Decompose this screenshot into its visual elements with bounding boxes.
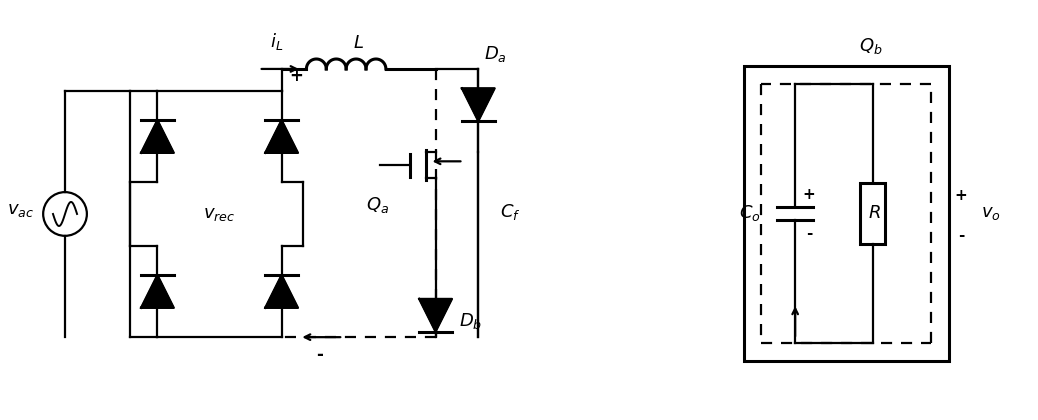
Text: $Q_a$: $Q_a$ (366, 195, 389, 215)
Text: -: - (316, 346, 323, 364)
Text: $i_L$: $i_L$ (270, 31, 283, 52)
Bar (743, 66, 949, 361)
Text: $L$: $L$ (353, 34, 363, 52)
Polygon shape (419, 299, 452, 332)
Text: $Q_b$: $Q_b$ (859, 36, 883, 56)
Text: +: + (955, 188, 967, 203)
Polygon shape (265, 275, 298, 308)
Text: $v_{rec}$: $v_{rec}$ (202, 205, 236, 223)
Text: -: - (805, 226, 813, 241)
Text: $C_o$: $C_o$ (739, 203, 760, 223)
Polygon shape (462, 88, 495, 121)
Polygon shape (265, 120, 298, 153)
Polygon shape (141, 275, 173, 308)
Text: $v_{ac}$: $v_{ac}$ (7, 201, 34, 219)
Text: +: + (802, 187, 816, 202)
Polygon shape (141, 120, 173, 153)
Text: $D_a$: $D_a$ (485, 44, 507, 64)
Text: +: + (290, 67, 303, 85)
Text: -: - (958, 228, 964, 243)
Text: $D_b$: $D_b$ (460, 311, 483, 331)
Text: $C_f$: $C_f$ (500, 202, 521, 222)
Bar (861, 183, 885, 244)
Text: $v_o$: $v_o$ (981, 205, 1001, 223)
Text: $R$: $R$ (868, 205, 881, 223)
